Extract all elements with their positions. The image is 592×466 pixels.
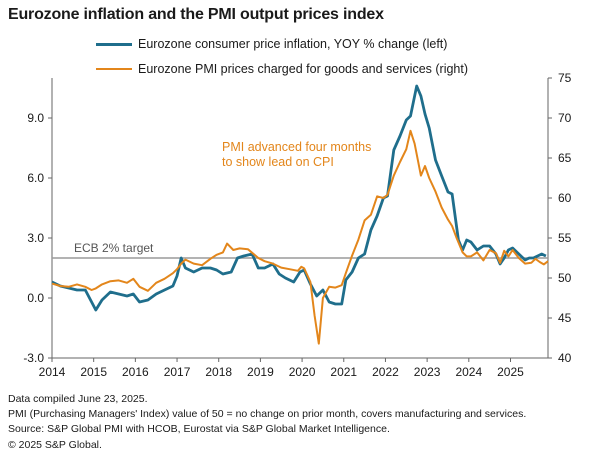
legend-swatch-pmi [96, 68, 132, 70]
legend-item-cpi: Eurozone consumer price inflation, YOY %… [96, 37, 447, 51]
y-right-tick-label: 70 [558, 111, 572, 125]
y-left-tick-label: 3.0 [27, 231, 44, 245]
y-right-tick-label: 40 [558, 351, 572, 365]
line-chart: -3.0 0.0 3.0 6.0 9.0 40 45 50 55 60 65 70 75 2014 2015… [23, 71, 572, 379]
note-copyright: © 2025 S&P Global. [8, 438, 102, 451]
y-right-tick-label: 50 [558, 271, 572, 285]
y-left-tick-label: 9.0 [27, 111, 44, 125]
legend-item-pmi: Eurozone PMI prices charged for goods an… [96, 62, 468, 76]
x-tick-label: 2014 [39, 365, 66, 379]
y-right-tick-label: 55 [558, 231, 572, 245]
annotation-line-2: to show lead on CPI [222, 155, 334, 169]
x-tick-label: 2022 [372, 365, 399, 379]
y-left-tick-label: 0.0 [27, 291, 44, 305]
x-tick-label: 2017 [164, 365, 191, 379]
note-pmi-definition: PMI (Purchasing Managers' Index) value o… [8, 408, 527, 421]
x-tick-label: 2020 [289, 365, 316, 379]
x-tick-label: 2025 [497, 365, 524, 379]
y-right-tick-label: 60 [558, 191, 572, 205]
legend-label-pmi: Eurozone PMI prices charged for goods an… [138, 62, 469, 76]
ecb-target-label: ECB 2% target [74, 241, 154, 255]
y-right-tick-label: 75 [558, 71, 572, 85]
series-line-cpi [51, 84, 547, 312]
x-tick-label: 2021 [330, 365, 357, 379]
y-right-tick-label: 65 [558, 151, 572, 165]
x-tick-label: 2015 [80, 365, 107, 379]
x-tick-label: 2019 [247, 365, 274, 379]
x-tick-label: 2024 [455, 365, 482, 379]
note-date: Data compiled June 23, 2025. [8, 393, 148, 405]
series-line-pmi [51, 129, 549, 345]
note-source: Source: S&P Global PMI with HCOB, Eurost… [8, 423, 390, 436]
annotation-line-1: PMI advanced four months [222, 140, 371, 154]
chart-notes: Data compiled June 23, 2025. PMI (Purcha… [8, 392, 526, 453]
legend-label-cpi: Eurozone consumer price inflation, YOY %… [138, 37, 448, 51]
chart-title: Eurozone inflation and the PMI output pr… [8, 6, 384, 23]
y-left-tick-label: -3.0 [23, 351, 44, 365]
x-tick-label: 2023 [414, 365, 441, 379]
legend-swatch-cpi [96, 42, 132, 46]
x-tick-label: 2018 [205, 365, 232, 379]
y-left-tick-label: 6.0 [27, 171, 44, 185]
x-tick-label: 2016 [122, 365, 149, 379]
y-right-tick-label: 45 [558, 311, 572, 325]
